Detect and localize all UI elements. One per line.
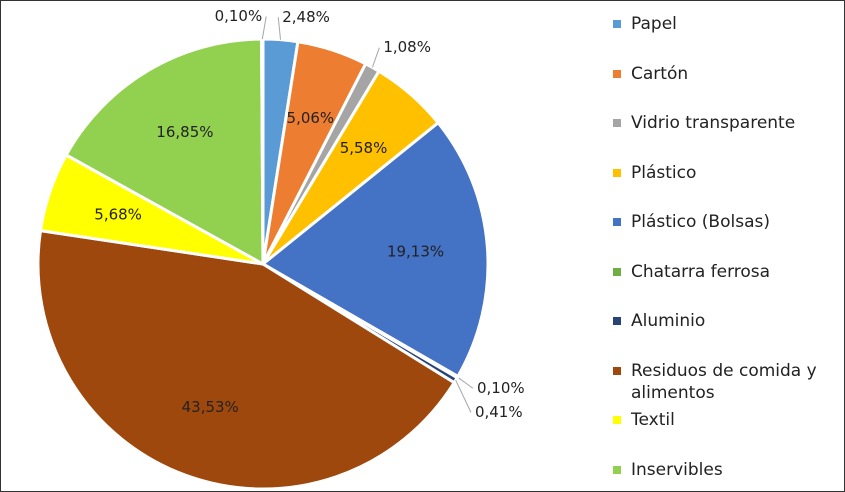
leader-line [371, 47, 380, 68]
legend-label: Plástico (Bolsas) [631, 212, 770, 232]
legend-label: Vidrio transparente [631, 113, 796, 133]
legend-label: Papel [631, 14, 677, 34]
data-label: 16,85% [156, 123, 213, 141]
legend-item: Papel [613, 13, 677, 35]
data-label: 0,41% [475, 403, 523, 421]
data-label: 19,13% [387, 243, 444, 261]
legend-label: Plástico [631, 162, 697, 183]
data-label: 0,10% [477, 379, 525, 397]
data-label: 0,10% [215, 7, 263, 25]
legend-item: Chatarra ferrosa [613, 261, 770, 283]
legend-item: Cartón [613, 63, 688, 85]
legend-item: Aluminio [613, 310, 705, 332]
pie-slice [260, 37, 265, 265]
legend-swatch [613, 218, 621, 226]
legend-swatch [613, 465, 621, 474]
legend-label: Chatarra ferrosa [631, 261, 771, 282]
legend-swatch [613, 416, 621, 424]
legend-swatch [613, 168, 621, 177]
pie-slice [64, 37, 265, 267]
legend-item: Inservibles [613, 459, 723, 481]
pie-slice [36, 228, 457, 491]
legend-item: Plástico (Bolsas) [613, 211, 770, 233]
leader-line [261, 16, 267, 40]
legend-swatch [613, 267, 621, 276]
legend-swatch [613, 69, 621, 78]
legend-label: Residuos de comida y alimentos [631, 360, 817, 403]
leader-line [455, 379, 472, 413]
legend-swatch [613, 317, 621, 325]
data-label: 2,48% [282, 8, 330, 26]
legend-item: Textil [613, 409, 675, 431]
legend-swatch [613, 20, 621, 28]
leader-line [277, 17, 282, 40]
legend-item: Plástico [613, 162, 696, 184]
legend-label: Inservibles [631, 459, 723, 480]
data-label: 43,53% [182, 398, 239, 416]
legend-item: Vidrio transparente [613, 112, 795, 134]
data-label: 5,58% [340, 139, 388, 157]
pie-slice [260, 120, 490, 379]
legend-swatch [613, 366, 621, 375]
data-label: 5,68% [94, 205, 142, 223]
data-label: 1,08% [383, 38, 431, 56]
legend-label: Aluminio [631, 311, 706, 331]
legend-item: Residuos de comida y alimentos [613, 360, 843, 404]
legend-label: Cartón [631, 63, 689, 84]
legend-swatch [613, 119, 621, 127]
data-label: 5,06% [287, 109, 335, 127]
leader-line [457, 376, 474, 389]
legend-label: Textil [631, 410, 675, 430]
